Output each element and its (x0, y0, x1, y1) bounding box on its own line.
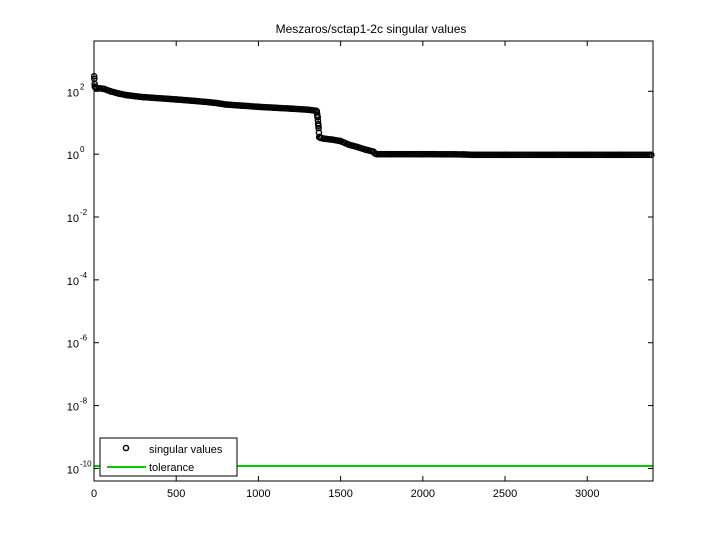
legend-label-singular-values: singular values (149, 444, 223, 456)
y-tick-base: 10 (67, 339, 79, 351)
chart-title: Meszaros/sctap1-2c singular values (276, 22, 467, 36)
plot-area (90, 72, 655, 467)
y-tick-base: 10 (67, 276, 79, 288)
y-tick-exponent: -2 (80, 208, 88, 217)
y-tick-label: 10 (67, 213, 79, 225)
legend-marker-singular-values (122, 444, 130, 452)
legend: singular values tolerance (99, 437, 238, 477)
y-tick-base: 10 (67, 87, 79, 99)
singular-value-point (314, 120, 322, 128)
y-tick-exponent: -10 (80, 459, 92, 468)
y-tick-label: 10 (67, 464, 79, 476)
y-tick-label: 10 (67, 87, 79, 99)
y-tick-label: 10 (67, 339, 79, 351)
x-tick-label: 1500 (328, 488, 352, 500)
y-tick-exponent: 0 (80, 145, 85, 154)
x-tick-label: 1000 (246, 488, 270, 500)
legend-label-tolerance: tolerance (149, 462, 194, 474)
singular-value-point (647, 151, 655, 159)
y-tick-exponent: -6 (80, 334, 88, 343)
singular-value-point (317, 134, 325, 142)
x-tick-label: 2500 (493, 488, 517, 500)
y-tick-exponent: -4 (80, 271, 88, 280)
x-tick-label: 0 (91, 488, 97, 500)
y-tick-label: 10 (67, 150, 79, 162)
x-tick-label: 500 (167, 488, 185, 500)
legend-box (99, 437, 238, 477)
y-tick-base: 10 (67, 464, 79, 476)
x-tick-label: 2000 (411, 488, 435, 500)
y-tick-label: 10 (67, 402, 79, 414)
y-tick-base: 10 (67, 402, 79, 414)
axes: 0 500 1000 1500 2000 2500 300010210010-210-410… (67, 41, 653, 500)
y-tick-exponent: -8 (80, 397, 88, 406)
plot-frame (93, 40, 654, 482)
singular-value-point (314, 117, 322, 124)
singular-value-point (314, 113, 321, 121)
y-tick-base: 10 (67, 150, 79, 162)
y-tick-exponent: 2 (80, 82, 85, 91)
y-tick-label: 10 (67, 276, 79, 288)
y-tick-base: 10 (67, 213, 79, 225)
x-tick-label: 3000 (575, 488, 599, 500)
